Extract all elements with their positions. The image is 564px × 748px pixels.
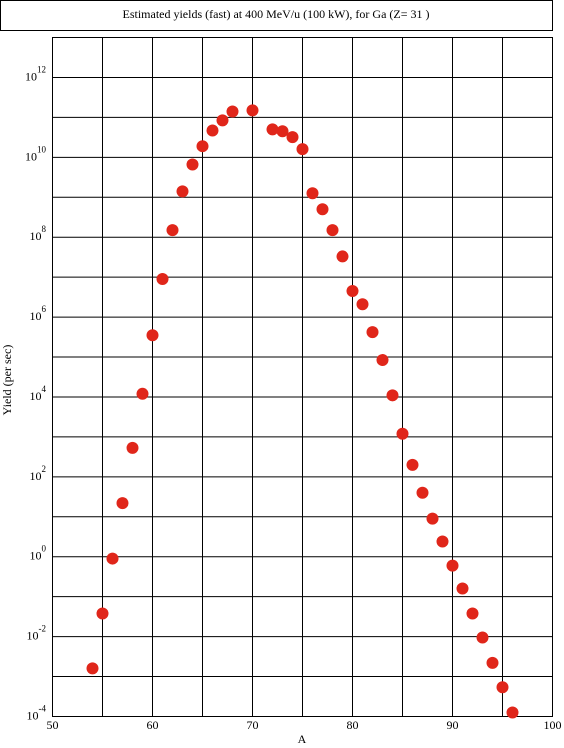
data-point bbox=[336, 250, 349, 263]
data-point bbox=[466, 607, 479, 620]
data-point bbox=[346, 284, 359, 297]
data-point bbox=[186, 158, 199, 171]
data-point bbox=[486, 656, 499, 669]
x-tick-label: 60 bbox=[147, 718, 159, 732]
data-point bbox=[446, 559, 459, 572]
x-tick-label: 50 bbox=[47, 718, 59, 732]
y-tick-label: 100 bbox=[30, 544, 47, 563]
data-point bbox=[316, 203, 329, 216]
data-point bbox=[366, 326, 379, 339]
data-point bbox=[136, 387, 149, 400]
data-point bbox=[276, 125, 289, 138]
data-point bbox=[286, 131, 299, 144]
data-point bbox=[506, 706, 519, 719]
y-tick-label: 1012 bbox=[25, 65, 46, 84]
y-tick-label: 108 bbox=[30, 224, 47, 243]
data-point bbox=[426, 512, 439, 525]
data-point bbox=[406, 458, 419, 471]
y-tick-label: 10-2 bbox=[27, 624, 47, 643]
data-point bbox=[386, 389, 399, 402]
data-point bbox=[126, 441, 139, 454]
x-axis-label: A bbox=[298, 732, 307, 746]
data-point bbox=[86, 662, 99, 675]
data-point bbox=[146, 329, 159, 342]
data-point bbox=[476, 631, 489, 644]
data-point bbox=[326, 224, 339, 237]
x-tick-label: 90 bbox=[447, 718, 459, 732]
data-point bbox=[306, 187, 319, 200]
data-point bbox=[396, 427, 409, 440]
data-point bbox=[216, 114, 229, 127]
chart-title: Estimated yields (fast) at 400 MeV/u (10… bbox=[122, 7, 429, 21]
y-tick-label: 104 bbox=[30, 384, 47, 403]
y-tick-label: 1010 bbox=[25, 144, 47, 163]
x-tick-label: 70 bbox=[247, 718, 259, 732]
data-point bbox=[436, 535, 449, 548]
data-point bbox=[226, 105, 239, 118]
data-point bbox=[96, 607, 109, 620]
data-point bbox=[376, 354, 389, 367]
data-point bbox=[206, 124, 219, 137]
x-tick-label: 80 bbox=[347, 718, 359, 732]
data-point bbox=[246, 104, 259, 117]
data-point bbox=[176, 185, 189, 198]
data-point bbox=[296, 143, 309, 156]
data-point bbox=[166, 224, 179, 237]
y-tick-label: 102 bbox=[30, 464, 47, 483]
title-box bbox=[0, 0, 553, 31]
data-point bbox=[266, 123, 279, 136]
y-axis-label: Yield (per sec) bbox=[0, 345, 14, 416]
y-tick-label: 10-4 bbox=[27, 704, 47, 723]
data-point bbox=[456, 582, 469, 595]
data-point bbox=[496, 681, 509, 694]
data-point bbox=[356, 298, 369, 311]
x-tick-label: 100 bbox=[544, 718, 562, 732]
data-point bbox=[196, 140, 209, 153]
data-point bbox=[116, 497, 129, 510]
data-point bbox=[416, 486, 429, 499]
data-point bbox=[106, 552, 119, 565]
data-point bbox=[156, 272, 169, 285]
y-tick-label: 106 bbox=[30, 304, 47, 323]
